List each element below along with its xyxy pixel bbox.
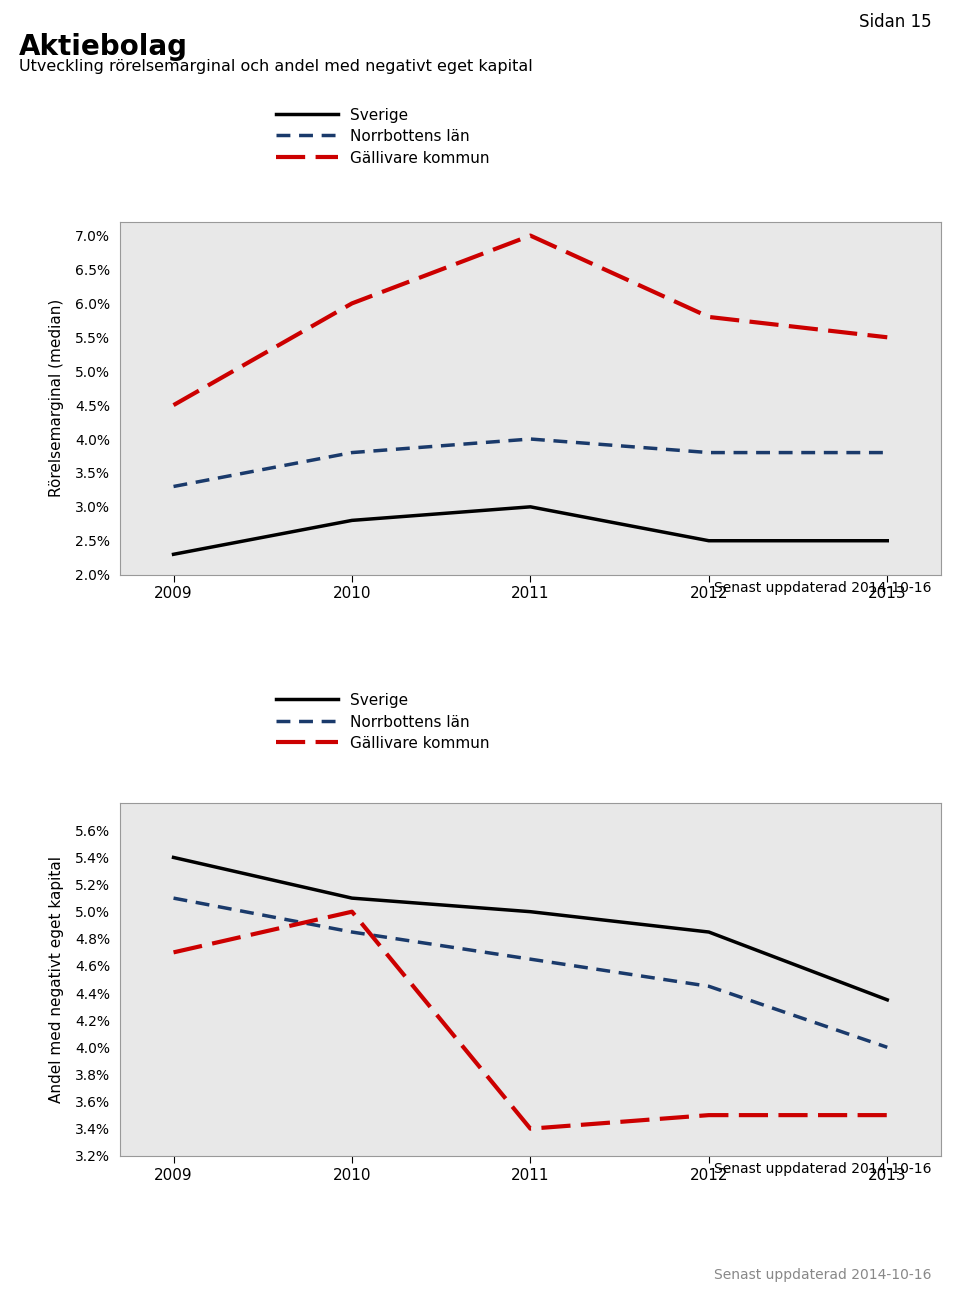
Legend: Sverige, Norrbottens län, Gällivare kommun: Sverige, Norrbottens län, Gällivare komm… <box>276 693 490 751</box>
Text: Sidan 15: Sidan 15 <box>858 13 931 31</box>
Text: Senast uppdaterad 2014-10-16: Senast uppdaterad 2014-10-16 <box>713 1162 931 1177</box>
Y-axis label: Andel med negativt eget kapital: Andel med negativt eget kapital <box>49 855 64 1104</box>
Y-axis label: Rörelsemarginal (median): Rörelsemarginal (median) <box>49 299 64 498</box>
Text: Senast uppdaterad 2014-10-16: Senast uppdaterad 2014-10-16 <box>713 1268 931 1282</box>
Text: Aktiebolag: Aktiebolag <box>19 33 188 60</box>
Legend: Sverige, Norrbottens län, Gällivare kommun: Sverige, Norrbottens län, Gällivare komm… <box>276 108 490 166</box>
Text: Utveckling rörelsemarginal och andel med negativt eget kapital: Utveckling rörelsemarginal och andel med… <box>19 59 533 73</box>
Text: Senast uppdaterad 2014-10-16: Senast uppdaterad 2014-10-16 <box>713 581 931 596</box>
